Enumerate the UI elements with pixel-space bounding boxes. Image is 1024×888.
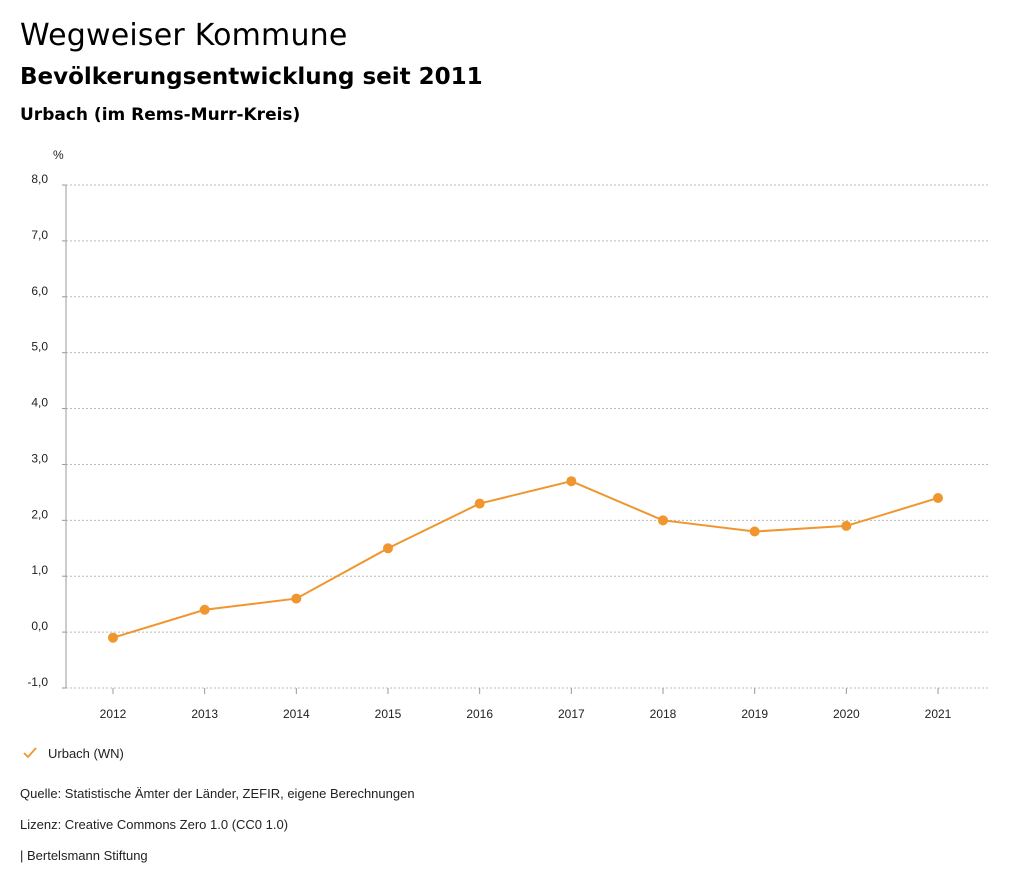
data-point[interactable] xyxy=(933,492,943,503)
y-tick-label: 1,0 xyxy=(31,563,48,577)
data-point[interactable] xyxy=(108,632,118,643)
x-tick-label: 2016 xyxy=(466,707,493,721)
y-tick-label: 8,0 xyxy=(31,172,48,186)
line-chart: %-1,00,01,02,03,04,05,06,07,08,0 2012 201… xyxy=(27,148,990,721)
data-point[interactable] xyxy=(658,515,668,526)
brand-note: | Bertelsmann Stiftung xyxy=(20,848,148,863)
chart-subtitle: Bevölkerungsentwicklung seit 2011 xyxy=(20,64,483,90)
y-tick-label: 0,0 xyxy=(31,619,48,633)
legend[interactable]: Urbach (WN) xyxy=(22,745,124,761)
x-tick-label: 2017 xyxy=(558,707,585,721)
data-point[interactable] xyxy=(383,543,393,554)
x-tick-label: 2015 xyxy=(375,707,402,721)
legend-label: Urbach (WN) xyxy=(48,745,124,761)
data-point[interactable] xyxy=(841,520,852,531)
y-tick-label: 5,0 xyxy=(31,340,48,354)
license-note: Lizenz: Creative Commons Zero 1.0 (CC0 1… xyxy=(20,817,289,832)
source-note: Quelle: Statistische Ämter der Länder, Z… xyxy=(20,786,415,801)
x-tick-label: 2012 xyxy=(100,707,127,721)
chart-title: Wegweiser Kommune xyxy=(20,18,348,53)
x-tick-label: 2019 xyxy=(741,707,768,721)
data-point[interactable] xyxy=(474,498,485,509)
y-tick-label: 6,0 xyxy=(31,284,48,298)
data-point[interactable] xyxy=(291,593,302,604)
data-point[interactable] xyxy=(566,476,577,487)
x-tick-label: 2013 xyxy=(191,707,218,721)
check-icon xyxy=(23,747,37,759)
y-tick-label: 4,0 xyxy=(31,396,48,410)
x-tick-label: 2014 xyxy=(283,707,310,721)
y-axis: % -1,0 0,0 1,0 2,0 3,0 4,0 5,0 6,0 7,0 8,0 xyxy=(27,148,67,689)
y-tick-label: 7,0 xyxy=(31,228,48,242)
x-tick-label: 2021 xyxy=(925,707,952,721)
series-line xyxy=(112,480,939,639)
x-tick-label: 2018 xyxy=(650,707,677,721)
x-tick-label: 2020 xyxy=(833,707,860,721)
y-axis-label: % xyxy=(53,148,64,162)
data-point[interactable] xyxy=(199,604,210,615)
data-point[interactable] xyxy=(749,526,760,537)
series-urbach xyxy=(108,476,943,643)
region-label: Urbach (im Rems-Murr-Kreis) xyxy=(20,105,301,125)
x-axis: 2012 2013 2014 2015 2016 2017 2018 2019 2020 2021 xyxy=(100,688,952,721)
y-tick-label: 2,0 xyxy=(31,507,48,521)
y-tick-label: 3,0 xyxy=(31,451,48,465)
grid-lines xyxy=(66,184,990,689)
y-tick-label: -1,0 xyxy=(27,675,48,689)
